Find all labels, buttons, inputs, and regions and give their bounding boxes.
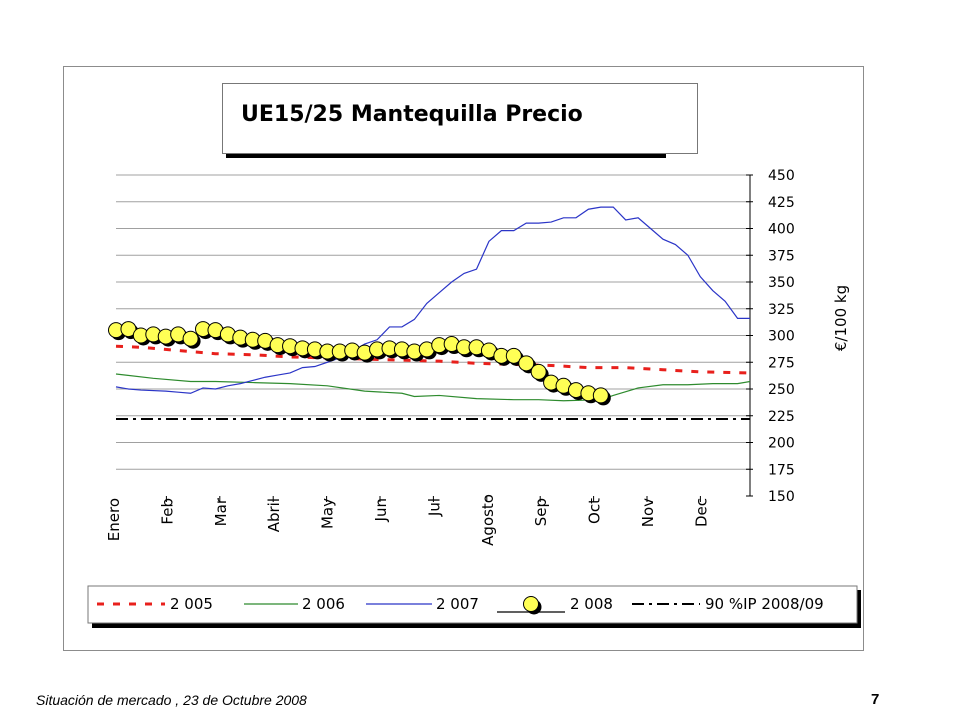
y-tick-label: 150 (768, 489, 795, 505)
y-tick-label: 350 (768, 275, 795, 291)
y-tick-label: 425 (768, 195, 795, 211)
month-label: Jul (425, 498, 443, 517)
title-box: UE15/25 Mantequilla Precio (222, 83, 698, 154)
month-label: Feb (158, 498, 176, 525)
legend-swatch-2008-marker (523, 596, 539, 612)
series-2007-line (115, 206, 750, 394)
data-point (120, 321, 137, 338)
legend-label-2006: 2 006 (302, 595, 345, 613)
series-2008-markers (108, 321, 611, 406)
page-number: 7 (871, 691, 880, 708)
data-point (182, 330, 199, 347)
grid-lines (116, 174, 750, 470)
y-tick-label: 300 (768, 329, 795, 345)
x-axis-month-labels: Enero Feb Mar Abril May Jun Jul Agosto Sep Oct Nov… (105, 494, 710, 546)
series-2005-line (115, 344, 751, 375)
footer-text: Situación de mercado , 23 de Octubre 200… (36, 692, 307, 708)
month-label: Sep (532, 498, 550, 526)
y-tick-label: 375 (768, 248, 795, 264)
chart-title: UE15/25 Mantequilla Precio (241, 102, 583, 127)
month-label: Oct (586, 498, 604, 524)
y-tick-label: 325 (768, 302, 795, 318)
legend-label-2007: 2 007 (436, 595, 479, 613)
y-tick-label: 450 (768, 168, 795, 184)
series-lines (115, 206, 751, 420)
data-point (505, 347, 522, 364)
y-tick-label: 250 (768, 382, 795, 398)
legend-items: 2 005 2 006 2 007 2 008 90 %IP 2008/09 (97, 595, 824, 615)
y-tick-label: 175 (768, 462, 795, 478)
y-axis-label: €/100 kg (832, 285, 850, 351)
series-2006-line (115, 373, 751, 402)
y-tick-label: 275 (768, 355, 795, 371)
data-point (592, 387, 609, 404)
legend: 2 005 2 006 2 007 2 008 90 %IP 2008/09 (87, 585, 861, 628)
month-label: Enero (105, 498, 123, 541)
y-axis: 150 175 200 225 250 275 300 325 350 375 400 425 450 (746, 168, 795, 505)
y-tick-label: 400 (768, 222, 795, 238)
legend-label-2008: 2 008 (570, 595, 613, 613)
month-label: Nov (639, 498, 657, 527)
month-label: Mar (212, 497, 230, 526)
month-label: Dec (692, 498, 710, 527)
legend-box (87, 585, 858, 624)
legend-label-2005: 2 005 (170, 595, 213, 613)
month-label: Agosto (479, 494, 497, 546)
legend-label-reference: 90 %IP 2008/09 (705, 595, 824, 613)
y-tick-label: 200 (768, 436, 795, 452)
y-tick-label: 225 (768, 409, 795, 425)
chart-frame (63, 66, 864, 651)
month-label: Abril (265, 498, 283, 532)
month-label: May (319, 498, 337, 529)
data-point (530, 363, 547, 380)
month-label: Jun (372, 498, 390, 522)
data-point (518, 355, 535, 372)
